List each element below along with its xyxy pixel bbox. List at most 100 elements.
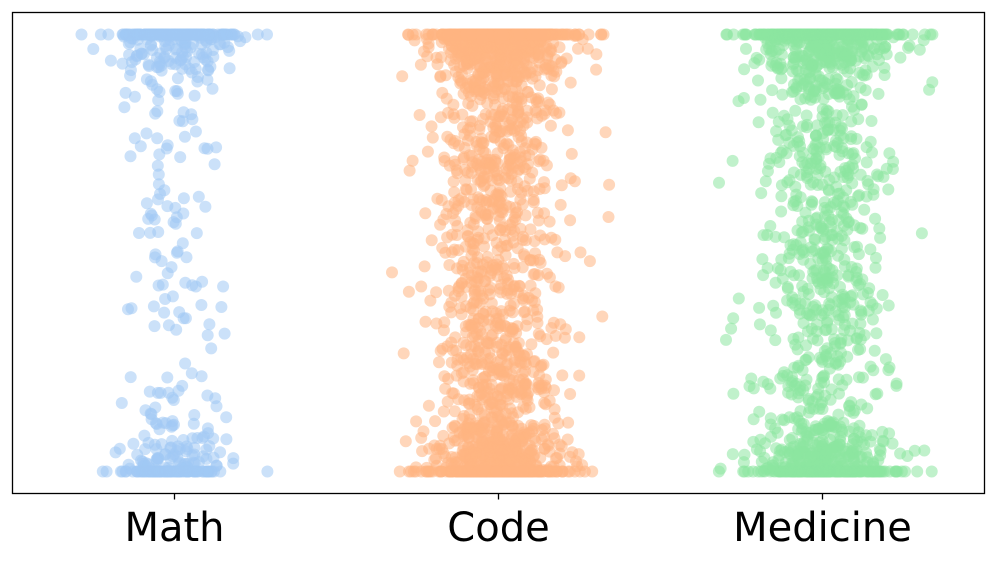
data-point — [461, 123, 474, 136]
data-point — [445, 306, 458, 319]
data-point — [449, 420, 462, 433]
data-point — [521, 104, 534, 117]
data-point — [500, 41, 513, 54]
data-point — [880, 48, 893, 61]
data-point — [860, 141, 873, 154]
data-point — [854, 81, 867, 94]
data-point — [753, 301, 766, 314]
data-point — [852, 190, 865, 203]
data-point — [810, 218, 823, 231]
data-point — [525, 444, 538, 457]
data-point — [199, 200, 212, 213]
data-point — [781, 281, 794, 293]
data-point — [215, 301, 228, 313]
data-point — [538, 176, 550, 189]
data-point — [396, 70, 409, 83]
data-point — [189, 125, 202, 138]
data-point — [816, 371, 829, 384]
data-point — [452, 244, 465, 257]
data-point — [473, 119, 486, 132]
data-point — [441, 395, 454, 408]
data-point — [484, 270, 496, 282]
data-point — [154, 386, 167, 399]
data-point — [804, 178, 817, 191]
data-point — [472, 231, 485, 244]
data-point — [477, 258, 490, 271]
data-point — [151, 132, 164, 145]
data-point — [825, 383, 838, 396]
data-point — [201, 142, 214, 155]
data-point — [864, 360, 877, 373]
data-point — [177, 192, 190, 205]
data-point — [474, 285, 487, 298]
data-point — [564, 388, 577, 400]
data-point — [738, 28, 751, 41]
data-point — [527, 196, 540, 209]
data-point — [846, 177, 859, 190]
data-point — [890, 465, 902, 478]
data-point — [508, 435, 521, 448]
data-point — [482, 318, 495, 331]
data-point — [834, 434, 847, 447]
data-point — [771, 32, 784, 45]
data-point — [771, 262, 784, 275]
x-tick-label-math: Math — [124, 505, 224, 551]
data-point — [786, 243, 799, 256]
data-point — [800, 53, 813, 66]
data-point — [517, 161, 530, 174]
data-point — [925, 465, 938, 478]
data-point — [171, 72, 184, 85]
data-point — [879, 465, 892, 478]
data-point — [499, 465, 512, 478]
data-point — [901, 450, 914, 462]
data-point — [487, 259, 499, 272]
data-point — [191, 432, 204, 444]
data-point — [817, 264, 830, 277]
data-point — [495, 190, 508, 203]
data-point — [434, 344, 447, 357]
data-point — [752, 116, 765, 129]
data-points-layer — [75, 28, 939, 478]
data-point — [874, 444, 887, 457]
data-point — [864, 243, 877, 256]
data-point — [560, 28, 573, 41]
data-point — [494, 224, 507, 237]
data-point — [869, 261, 882, 274]
data-point — [118, 101, 131, 114]
data-point — [115, 397, 128, 409]
data-point — [806, 395, 819, 408]
data-point — [869, 28, 882, 41]
data-point — [519, 234, 532, 247]
data-point — [873, 222, 886, 235]
data-point — [866, 457, 879, 470]
data-point — [769, 230, 782, 243]
data-point — [792, 131, 804, 144]
data-point — [151, 83, 163, 96]
data-point — [737, 92, 750, 104]
data-point — [469, 51, 482, 64]
data-point — [531, 316, 544, 329]
data-point — [797, 384, 810, 397]
data-point — [490, 465, 503, 478]
data-point — [547, 427, 559, 440]
data-point — [802, 406, 815, 419]
data-point — [205, 342, 218, 355]
data-point — [780, 128, 793, 141]
data-point — [793, 269, 805, 282]
data-point — [918, 444, 931, 457]
data-point — [867, 183, 880, 196]
data-point — [428, 439, 441, 452]
data-point — [830, 180, 843, 193]
data-point — [521, 116, 534, 129]
data-point — [871, 168, 883, 181]
data-point — [843, 399, 856, 412]
data-point — [402, 285, 415, 298]
data-point — [819, 251, 832, 264]
data-point — [172, 384, 185, 397]
data-point — [421, 145, 434, 158]
data-point — [561, 124, 574, 137]
data-point — [507, 236, 520, 249]
data-point — [415, 280, 428, 293]
data-point — [458, 428, 471, 441]
data-point — [602, 211, 615, 223]
